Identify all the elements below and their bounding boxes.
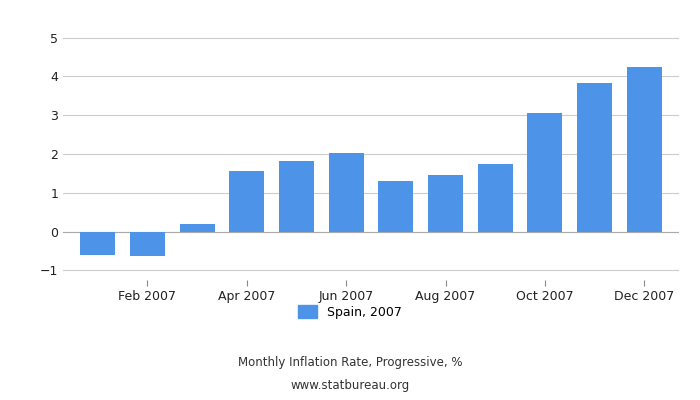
Legend: Spain, 2007: Spain, 2007 [293, 300, 407, 324]
Text: Monthly Inflation Rate, Progressive, %: Monthly Inflation Rate, Progressive, % [238, 356, 462, 369]
Bar [329, 153, 363, 232]
Bar [80, 232, 116, 255]
Bar [528, 112, 562, 232]
Bar [428, 175, 463, 232]
Bar [379, 181, 413, 232]
Bar [578, 83, 612, 232]
Text: www.statbureau.org: www.statbureau.org [290, 379, 410, 392]
Bar [279, 161, 314, 232]
Bar [478, 164, 512, 232]
Bar [230, 172, 264, 232]
Bar [180, 224, 214, 232]
Bar [130, 232, 164, 256]
Bar [626, 67, 662, 232]
